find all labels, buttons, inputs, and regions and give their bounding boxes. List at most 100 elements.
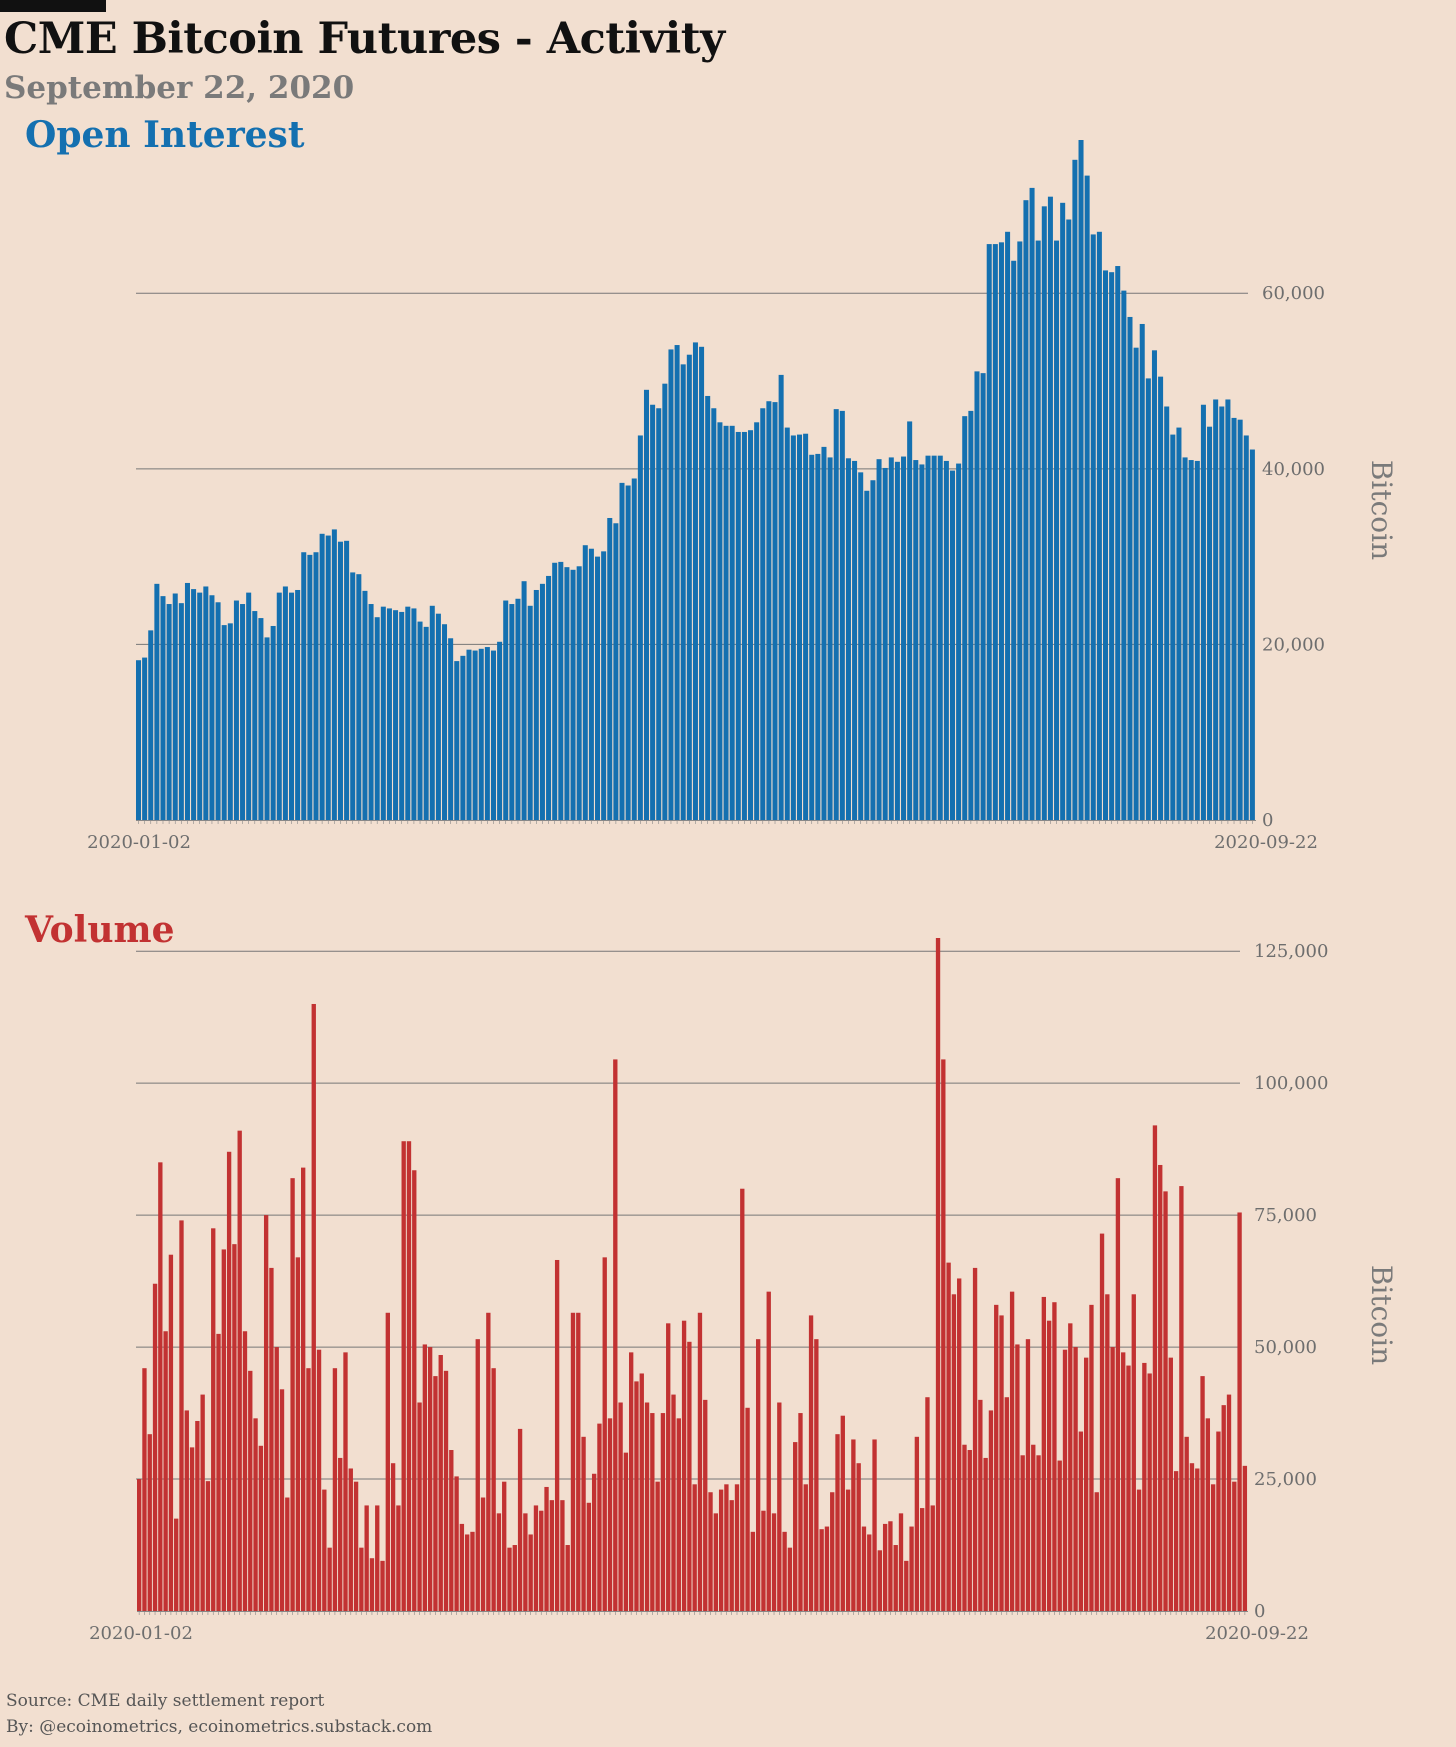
vol-bar — [385, 1312, 390, 1611]
vol-bar — [343, 1352, 348, 1611]
vol-bar — [586, 1502, 592, 1611]
oi-bar — [735, 431, 741, 820]
vol-bar — [1025, 1339, 1031, 1611]
vol-bar — [660, 1413, 666, 1611]
oi-bar — [301, 552, 307, 820]
vol-bar — [301, 1167, 306, 1611]
oi-bar — [1066, 219, 1072, 821]
oi-y-tick-label: 20,000 — [1262, 634, 1325, 655]
vol-bar — [909, 1526, 914, 1611]
oi-bar — [368, 604, 374, 820]
oi-bar — [270, 625, 276, 820]
oi-bar — [282, 586, 288, 820]
vol-bar — [1046, 1320, 1052, 1611]
oi-bar — [931, 455, 937, 820]
oi-bar — [1017, 241, 1023, 820]
oi-bar — [148, 630, 154, 820]
vol-y-tick-label: 100,000 — [1254, 1073, 1328, 1094]
vol-bar — [449, 1450, 454, 1611]
vol-bar — [290, 1178, 295, 1611]
oi-bar — [227, 623, 233, 820]
vol-bar — [443, 1370, 449, 1611]
vol-bar — [771, 1513, 777, 1611]
vol-bar — [412, 1170, 417, 1611]
oi-bar — [276, 592, 282, 820]
oi-bar — [1194, 460, 1200, 820]
oi-bar — [748, 430, 754, 820]
vol-bar — [253, 1418, 258, 1611]
vol-bar — [1147, 1373, 1152, 1611]
oi-bar — [601, 551, 607, 820]
oi-bar — [643, 389, 649, 820]
oi-bar — [766, 401, 772, 820]
vol-bar — [724, 1484, 729, 1611]
vol-bar — [533, 1505, 539, 1611]
vol-bar — [1015, 1344, 1020, 1611]
oi-bar — [968, 410, 974, 820]
oi-bar — [650, 404, 656, 820]
vol-bar — [502, 1481, 507, 1611]
vol-bar — [486, 1312, 491, 1611]
oi-bar — [564, 567, 570, 820]
oi-bar — [864, 490, 870, 820]
vol-y-tick-label: 25,000 — [1254, 1469, 1317, 1490]
vol-bar — [168, 1254, 174, 1611]
vol-bar — [798, 1413, 803, 1611]
oi-bar — [692, 342, 698, 820]
oi-bar — [956, 463, 962, 820]
vol-bar — [1131, 1294, 1136, 1611]
vol-bar — [523, 1513, 528, 1611]
vol-bar — [867, 1534, 872, 1611]
vol-bar — [1089, 1304, 1094, 1611]
vol-bar — [1126, 1365, 1131, 1611]
vol-bar — [1226, 1394, 1232, 1611]
vol-bar — [359, 1547, 364, 1611]
oi-bar — [527, 605, 533, 820]
oi-bar — [1219, 406, 1225, 820]
vol-bar — [591, 1473, 597, 1611]
vol-bar — [898, 1513, 904, 1611]
vol-bar — [576, 1312, 581, 1611]
oi-bar — [1096, 231, 1102, 820]
vol-bar — [427, 1347, 433, 1611]
oi-bar — [1139, 323, 1145, 820]
vol-bar — [655, 1481, 660, 1611]
vol-bar — [925, 1397, 930, 1611]
oi-bar — [1029, 187, 1035, 820]
oi-bar — [974, 371, 980, 820]
vol-bar — [274, 1347, 279, 1611]
oi-bar — [1170, 434, 1176, 820]
volume-chart: 0 25,000 50,000 75,000 100,000 125,000 2020-01… — [89, 938, 1398, 1644]
oi-y-tick-label: 60,000 — [1262, 283, 1325, 304]
oi-bar — [1121, 290, 1127, 820]
vol-bar — [1115, 1178, 1121, 1611]
vol-bar — [1184, 1436, 1189, 1611]
oi-bar — [656, 408, 662, 820]
vol-bar — [517, 1428, 523, 1611]
vol-bar — [872, 1439, 877, 1611]
oi-bar — [515, 598, 521, 820]
oi-bar — [760, 408, 766, 820]
vol-bar — [369, 1558, 375, 1611]
oi-bar — [723, 425, 729, 820]
vol-bar — [242, 1331, 248, 1611]
volume-title: Volume — [25, 909, 175, 951]
oi-bar — [894, 461, 900, 820]
vol-bar — [1094, 1492, 1099, 1611]
oi-bar — [319, 533, 325, 820]
vol-bar — [782, 1531, 787, 1611]
vol-bar — [904, 1560, 909, 1611]
vol-bar — [581, 1436, 586, 1611]
vol-bar — [999, 1315, 1004, 1611]
vol-bar — [1158, 1164, 1163, 1611]
vol-bar — [1142, 1362, 1147, 1611]
vol-bar — [613, 1059, 618, 1611]
oi-bar — [1041, 206, 1047, 820]
vol-bar — [1173, 1471, 1179, 1611]
vol-bar — [560, 1500, 565, 1611]
oi-bar — [754, 422, 760, 820]
vol-bar — [263, 1215, 269, 1611]
oi-bar — [264, 637, 270, 820]
vol-bar — [830, 1492, 835, 1611]
vol-bar — [248, 1370, 253, 1611]
